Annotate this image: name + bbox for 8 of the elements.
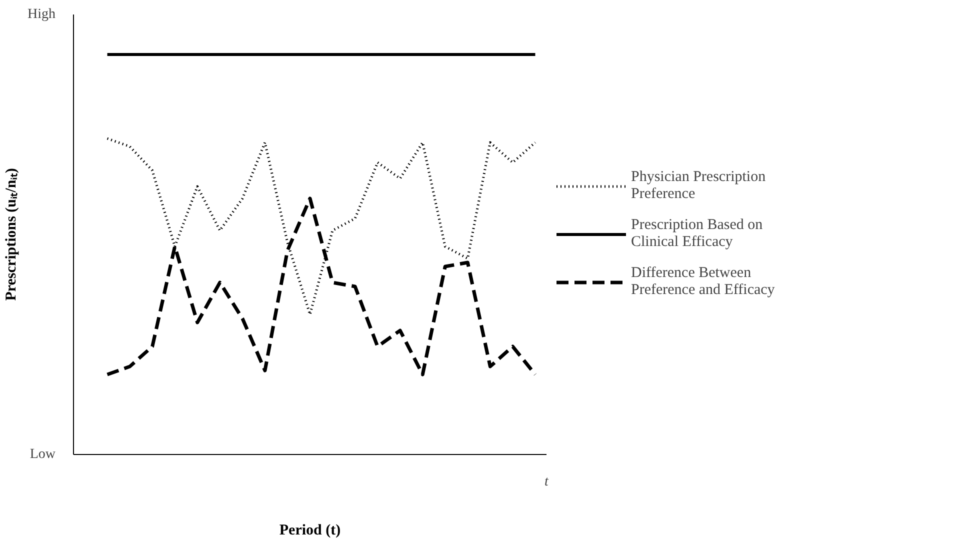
text: t (544, 474, 550, 490)
legend-label: Prescription Based on Clinical Efficacy (631, 217, 763, 251)
legend-label: Difference Between Preference and Efficacy (631, 265, 775, 299)
text: Low (30, 447, 56, 462)
legend-label: Physician Prescription Preference (631, 169, 766, 203)
y-axis-title: Prescriptions (uᵢₜ/nᵢₜ) (4, 168, 20, 301)
x-axis-title: Period (t) (279, 522, 341, 538)
text: High (28, 7, 56, 22)
